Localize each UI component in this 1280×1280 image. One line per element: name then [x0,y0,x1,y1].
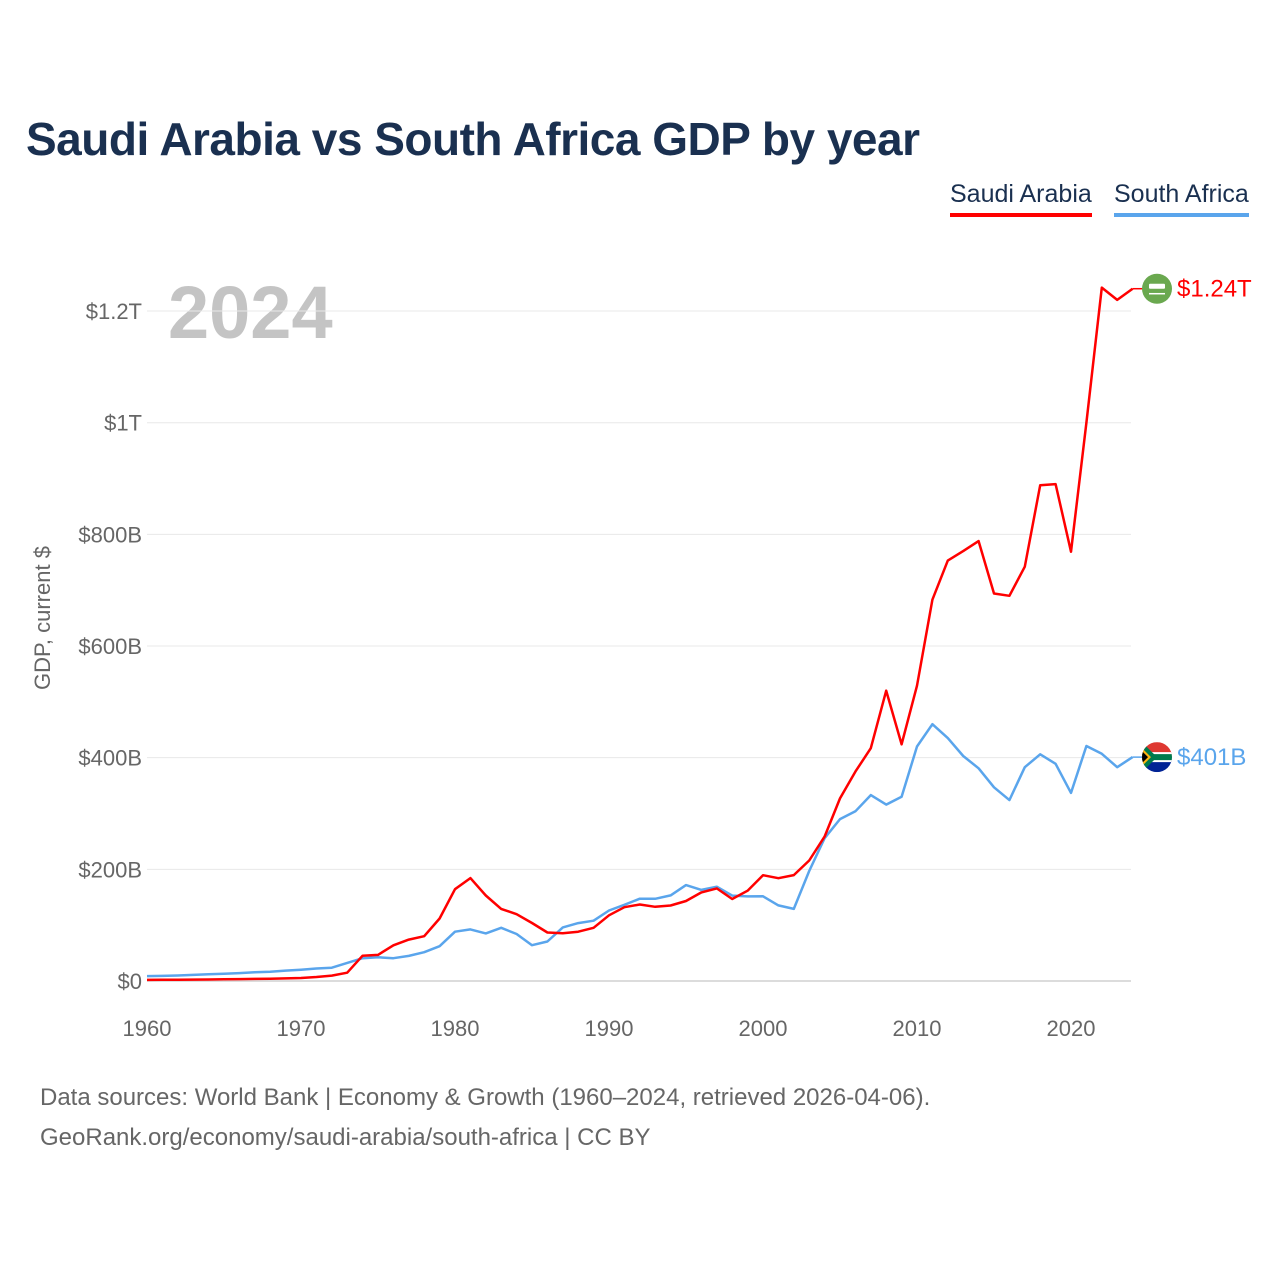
y-tick-label: $200B [78,857,142,882]
y-axis-label: GDP, current $ [30,546,55,690]
legend-south-africa[interactable]: South Africa [1114,180,1249,217]
y-tick-label: $400B [78,746,142,771]
x-tick-label: 1970 [277,1016,326,1041]
series-line-south-africa [146,722,1134,978]
y-tick-label: $1.2T [86,299,142,324]
south-africa-flag-icon [1142,742,1172,773]
x-tick-label: 2000 [739,1016,788,1041]
end-value-label-south-africa: $401B [1177,744,1246,771]
x-tick-label: 2020 [1047,1016,1096,1041]
x-tick-label: 2010 [893,1016,942,1041]
year-watermark: 2024 [168,271,333,354]
x-tick-label: 1990 [585,1016,634,1041]
footer-sources: Data sources: World Bank | Economy & Gro… [40,1084,931,1111]
y-tick-label: $600B [78,634,142,659]
series-line-saudi-arabia [146,286,1134,982]
y-tick-label: $0 [118,969,142,994]
flag-script-mark [1149,283,1165,289]
legend-saudi-arabia[interactable]: Saudi Arabia [950,180,1092,217]
y-tick-label: $800B [78,522,142,547]
y-tick-label: $1T [104,411,142,436]
chart-title: Saudi Arabia vs South Africa GDP by year [26,113,920,165]
x-tick-label: 1960 [123,1016,172,1041]
end-value-label-saudi-arabia: $1.24T [1177,276,1252,303]
footer-link[interactable]: GeoRank.org/economy/saudi-arabia/south-a… [40,1124,651,1151]
x-tick-label: 1980 [431,1016,480,1041]
